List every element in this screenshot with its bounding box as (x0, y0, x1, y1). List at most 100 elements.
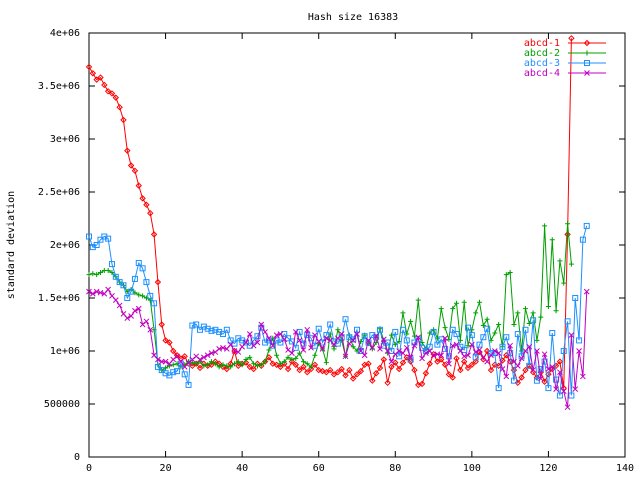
data-point (132, 307, 138, 314)
data-point (350, 344, 356, 350)
data-point (304, 361, 310, 367)
x-tick-label: 20 (160, 463, 172, 474)
data-point (319, 346, 326, 352)
data-point (553, 386, 559, 393)
data-point (376, 364, 384, 372)
data-point (131, 275, 138, 282)
data-point (208, 327, 215, 334)
data-point (419, 355, 425, 362)
data-point (116, 279, 123, 286)
data-point (307, 365, 315, 373)
data-point (484, 316, 490, 322)
data-point (139, 195, 146, 202)
data-point (139, 265, 146, 272)
series-line-abcd-1 (88, 38, 572, 389)
y-tick-label: 3e+06 (50, 134, 80, 145)
data-point (86, 233, 92, 240)
data-point (419, 340, 425, 346)
x-tick-label: 0 (86, 463, 92, 474)
data-point (223, 326, 230, 333)
data-point (400, 310, 406, 316)
data-point (147, 209, 154, 217)
data-point (415, 334, 422, 341)
data-point (388, 348, 395, 354)
data-point (534, 348, 540, 354)
data-point (407, 358, 414, 365)
data-point (220, 362, 226, 368)
data-point (507, 342, 513, 349)
data-point (277, 361, 283, 367)
data-point (277, 363, 284, 371)
data-point (162, 337, 169, 344)
data-point (93, 242, 100, 248)
data-point (565, 221, 571, 227)
data-point (136, 292, 142, 298)
data-point (557, 369, 563, 376)
data-point (312, 332, 318, 338)
data-point (473, 310, 479, 316)
legend-item: abcd-1 (524, 38, 606, 49)
data-point (503, 272, 509, 278)
data-point (154, 278, 162, 286)
data-point (472, 358, 479, 365)
data-point (323, 360, 329, 366)
data-point (104, 88, 112, 95)
data-point (346, 366, 353, 374)
data-point (564, 231, 571, 238)
data-point (97, 270, 103, 276)
legend-item: abcd-2 (524, 48, 606, 59)
series-abcd-1 (85, 35, 575, 392)
data-point (369, 344, 376, 351)
legend-item: abcd-3 (524, 58, 606, 69)
data-point (120, 116, 127, 124)
data-point (288, 358, 296, 365)
data-point (170, 362, 176, 368)
data-point (151, 300, 158, 307)
data-point (357, 348, 364, 354)
data-point (350, 336, 357, 343)
data-point (97, 236, 104, 243)
data-point (560, 348, 567, 354)
data-point (541, 351, 548, 358)
data-point (166, 372, 173, 379)
data-point (158, 321, 165, 328)
plot-series (85, 35, 590, 411)
data-point (349, 375, 357, 382)
data-point (388, 358, 395, 365)
data-point (465, 324, 472, 331)
data-point (480, 334, 487, 341)
data-point (472, 349, 479, 355)
data-point (495, 385, 502, 392)
data-point (193, 321, 200, 328)
data-point (97, 74, 104, 81)
data-point (112, 273, 119, 280)
data-point (404, 331, 410, 337)
data-point (350, 337, 357, 344)
data-point (342, 353, 349, 360)
data-point (128, 313, 134, 319)
data-point (338, 331, 345, 337)
data-point (583, 222, 590, 229)
data-point (511, 322, 517, 327)
data-point (545, 385, 552, 392)
data-point (315, 325, 322, 332)
data-point (499, 343, 506, 350)
data-point (526, 320, 532, 326)
legend-marker (583, 39, 591, 47)
x-tick-label: 60 (313, 463, 325, 474)
data-point (311, 342, 318, 349)
data-point (150, 231, 158, 238)
data-point (135, 182, 142, 189)
data-point (445, 371, 453, 378)
data-point (549, 364, 556, 370)
data-point (147, 292, 154, 299)
y-tick-label: 2.5e+06 (38, 187, 80, 198)
data-point (227, 341, 234, 348)
data-point (396, 353, 403, 360)
data-point (338, 365, 345, 373)
y-axis-label: standard deviation (6, 191, 17, 299)
data-point (128, 288, 135, 295)
data-point (357, 367, 365, 375)
data-point (293, 355, 299, 361)
data-point (568, 35, 575, 42)
